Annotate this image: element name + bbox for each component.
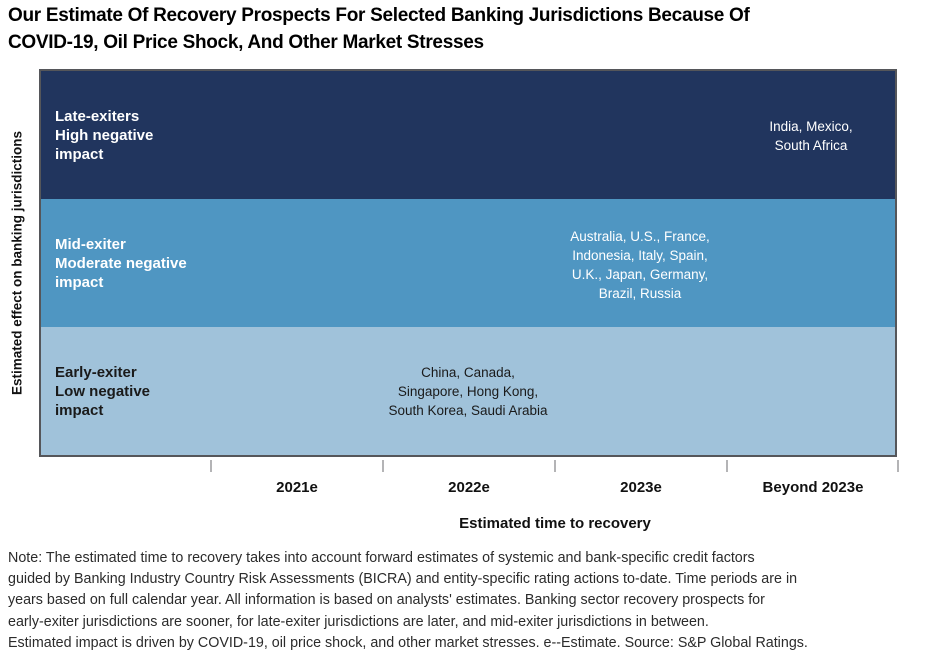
x-tick-label-beyond-2023e: Beyond 2023e	[762, 479, 864, 496]
chart-title: Our Estimate Of Recovery Prospects For S…	[8, 5, 750, 53]
x-tick-label-2023e: 2023e	[620, 479, 662, 496]
plot-area: Late-exiters High negative impact India,…	[39, 69, 897, 457]
band-late-exiters: Late-exiters High negative impact India,…	[41, 71, 895, 199]
country-group-late-exiters: India, Mexico, South Africa	[769, 119, 853, 153]
country-group-mid-exiter: Australia, U.S., France, Indonesia, Ital…	[570, 229, 710, 301]
band-early-exiter: Early-exiter Low negative impact China, …	[41, 327, 895, 455]
x-axis-tick	[210, 460, 212, 472]
x-axis-tick	[554, 460, 556, 472]
band-label-mid-exiter: Mid-exiter Moderate negative impact	[55, 236, 187, 291]
x-axis-tick	[897, 460, 899, 472]
y-axis-label: Estimated effect on banking jurisdiction…	[9, 130, 25, 396]
x-tick-label-2022e: 2022e	[448, 479, 490, 496]
footnote: Note: The estimated time to recovery tak…	[8, 550, 808, 651]
x-axis-tick	[726, 460, 728, 472]
band-label-late-exiters: Late-exiters High negative impact	[55, 108, 154, 163]
country-group-early-exiter: China, Canada, Singapore, Hong Kong, Sou…	[388, 365, 548, 418]
x-tick-label-2021e: 2021e	[276, 479, 318, 496]
x-axis-label: Estimated time to recovery	[459, 515, 651, 532]
x-axis-tick	[382, 460, 384, 472]
band-mid-exiter: Mid-exiter Moderate negative impact Aust…	[41, 199, 895, 327]
band-label-early-exiter: Early-exiter Low negative impact	[55, 364, 151, 419]
